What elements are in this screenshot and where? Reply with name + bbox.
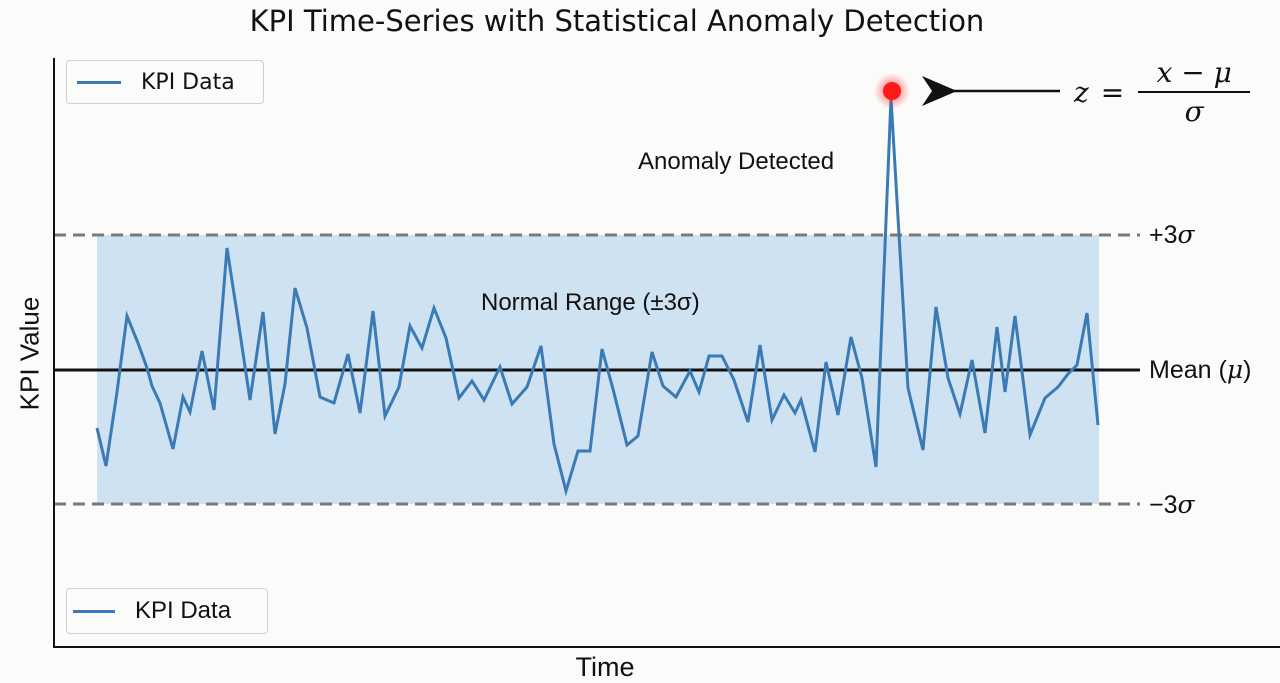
formula-equals: = — [1100, 75, 1125, 109]
sigma-symbol: σ — [1177, 220, 1195, 249]
formula-lhs: z — [1074, 75, 1089, 109]
fraction-bar — [1138, 91, 1251, 93]
anomaly-marker — [883, 82, 901, 100]
legend-bottom: KPI Data — [66, 588, 268, 634]
kpi-data-line — [95, 97, 1100, 497]
minus-3-text: −3 — [1149, 491, 1178, 519]
x-axis-label: Time — [575, 652, 635, 682]
chart-title: KPI Time-Series with Statistical Anomaly… — [249, 4, 985, 38]
sigma-symbol: σ — [1177, 490, 1195, 519]
mean-label: Mean (μ) — [1149, 355, 1251, 385]
minus-3-sigma-label: −3σ — [1149, 490, 1195, 520]
mean-prefix: Mean ( — [1149, 356, 1227, 384]
legend-label: KPI Data — [135, 597, 232, 624]
formula-numerator: x − μ — [1156, 56, 1232, 89]
mu-symbol: μ — [1226, 355, 1244, 384]
plus-3-text: +3 — [1149, 221, 1178, 249]
plus-3-sigma-label: +3σ — [1149, 220, 1195, 250]
z-score-formula: z = x − μ σ — [1074, 56, 1251, 128]
mean-suffix: ) — [1243, 356, 1252, 384]
legend-top: KPI Data — [66, 60, 264, 104]
normal-range-label: Normal Range (±3σ) — [481, 289, 700, 316]
legend-line-swatch-icon — [73, 609, 115, 613]
formula-denominator: σ — [1184, 95, 1204, 128]
formula-fraction: x − μ σ — [1138, 56, 1251, 128]
y-axis-label: KPI Value — [14, 296, 45, 411]
legend-line-swatch-icon — [77, 80, 121, 84]
legend-label: KPI Data — [141, 69, 235, 95]
anomaly-label: Anomaly Detected — [638, 148, 835, 175]
